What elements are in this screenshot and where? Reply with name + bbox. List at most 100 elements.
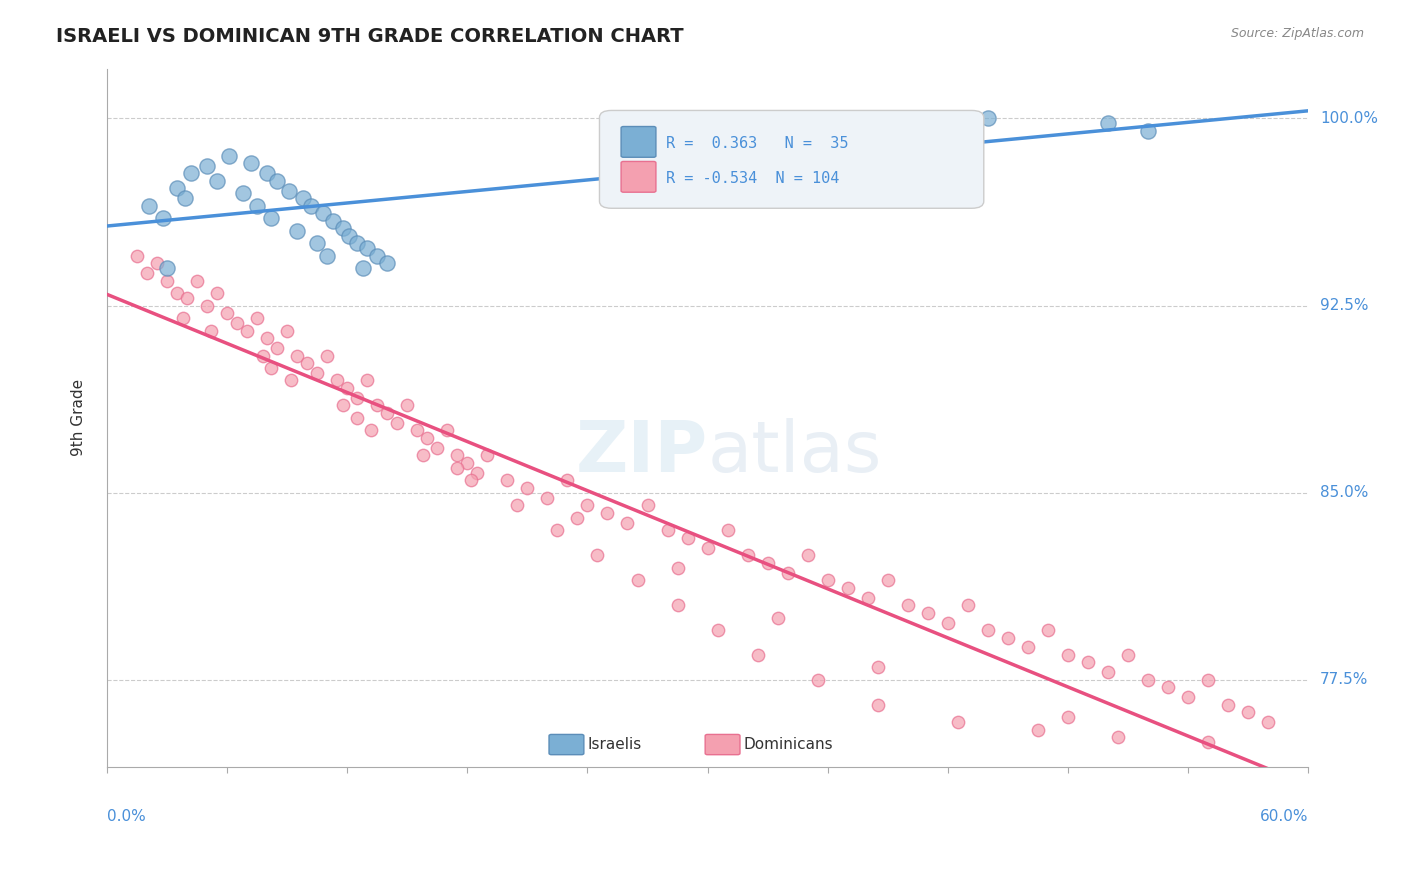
Point [246, 311, 269, 326]
Point [205, 174, 228, 188]
Y-axis label: 9th Grade: 9th Grade [72, 379, 86, 457]
Text: Source: ZipAtlas.com: Source: ZipAtlas.com [1230, 27, 1364, 40]
Point [516, 481, 538, 495]
Point [205, 286, 228, 301]
Point [285, 349, 308, 363]
Point [316, 249, 339, 263]
Point [596, 506, 619, 520]
Point [856, 591, 879, 605]
Point [280, 374, 302, 388]
Point [276, 324, 298, 338]
Point [156, 274, 179, 288]
Point [977, 623, 1000, 637]
Point [1036, 623, 1059, 637]
Point [557, 473, 579, 487]
Point [195, 299, 218, 313]
Point [166, 286, 188, 301]
Point [796, 548, 818, 562]
Point [666, 598, 689, 612]
Point [696, 541, 718, 555]
Point [195, 159, 218, 173]
Text: 100.0%: 100.0% [1320, 111, 1378, 126]
Point [837, 581, 859, 595]
Point [285, 224, 308, 238]
Point [1107, 731, 1129, 745]
Point [496, 473, 519, 487]
Point [326, 374, 349, 388]
Point [356, 374, 378, 388]
FancyBboxPatch shape [706, 734, 740, 755]
Point [446, 448, 468, 462]
Point [186, 274, 208, 288]
Point [266, 174, 288, 188]
Point [626, 573, 648, 587]
Point [737, 548, 759, 562]
Point [716, 523, 738, 537]
Point [456, 456, 478, 470]
FancyBboxPatch shape [621, 127, 657, 157]
Point [316, 349, 339, 363]
Point [312, 206, 335, 220]
Point [218, 149, 240, 163]
Point [396, 399, 419, 413]
Point [346, 391, 368, 405]
Point [1237, 706, 1260, 720]
Point [375, 256, 398, 270]
Point [136, 266, 159, 280]
Point [1197, 735, 1219, 749]
Point [586, 548, 609, 562]
Point [776, 566, 799, 580]
Point [946, 715, 969, 730]
Point [1097, 665, 1119, 680]
Point [366, 399, 388, 413]
Point [936, 615, 959, 630]
Point [260, 361, 283, 376]
Point [260, 211, 283, 226]
Point [127, 249, 149, 263]
Point [1157, 681, 1180, 695]
Point [256, 166, 278, 180]
Point [546, 523, 568, 537]
Point [1197, 673, 1219, 687]
Point [346, 410, 368, 425]
Point [387, 416, 409, 430]
Point [576, 498, 599, 512]
Point [426, 441, 449, 455]
Point [176, 291, 198, 305]
Point [436, 423, 458, 437]
Text: 77.5%: 77.5% [1320, 673, 1368, 688]
Text: ZIP: ZIP [575, 418, 707, 487]
Text: Dominicans: Dominicans [744, 737, 834, 752]
Point [1216, 698, 1239, 712]
Point [346, 236, 368, 251]
Point [180, 166, 202, 180]
Point [412, 448, 434, 462]
Point [1116, 648, 1139, 662]
Point [252, 349, 274, 363]
Point [322, 213, 344, 227]
Point [637, 498, 659, 512]
Point [616, 516, 638, 530]
Point [256, 331, 278, 345]
Text: ISRAELI VS DOMINICAN 9TH GRADE CORRELATION CHART: ISRAELI VS DOMINICAN 9TH GRADE CORRELATI… [56, 27, 683, 45]
Point [1017, 640, 1039, 655]
Point [1077, 656, 1099, 670]
Point [866, 660, 889, 674]
Text: Israelis: Israelis [588, 737, 641, 752]
Point [246, 199, 269, 213]
Point [174, 191, 197, 205]
Point [807, 673, 830, 687]
Point [266, 341, 288, 355]
Text: 85.0%: 85.0% [1320, 485, 1368, 500]
FancyBboxPatch shape [548, 734, 583, 755]
Point [138, 199, 160, 213]
Point [866, 698, 889, 712]
Point [240, 156, 263, 170]
Point [997, 631, 1019, 645]
Point [416, 431, 439, 445]
Point [1056, 710, 1078, 724]
FancyBboxPatch shape [621, 161, 657, 192]
Point [917, 606, 939, 620]
Point [232, 186, 254, 201]
Point [1177, 690, 1199, 705]
